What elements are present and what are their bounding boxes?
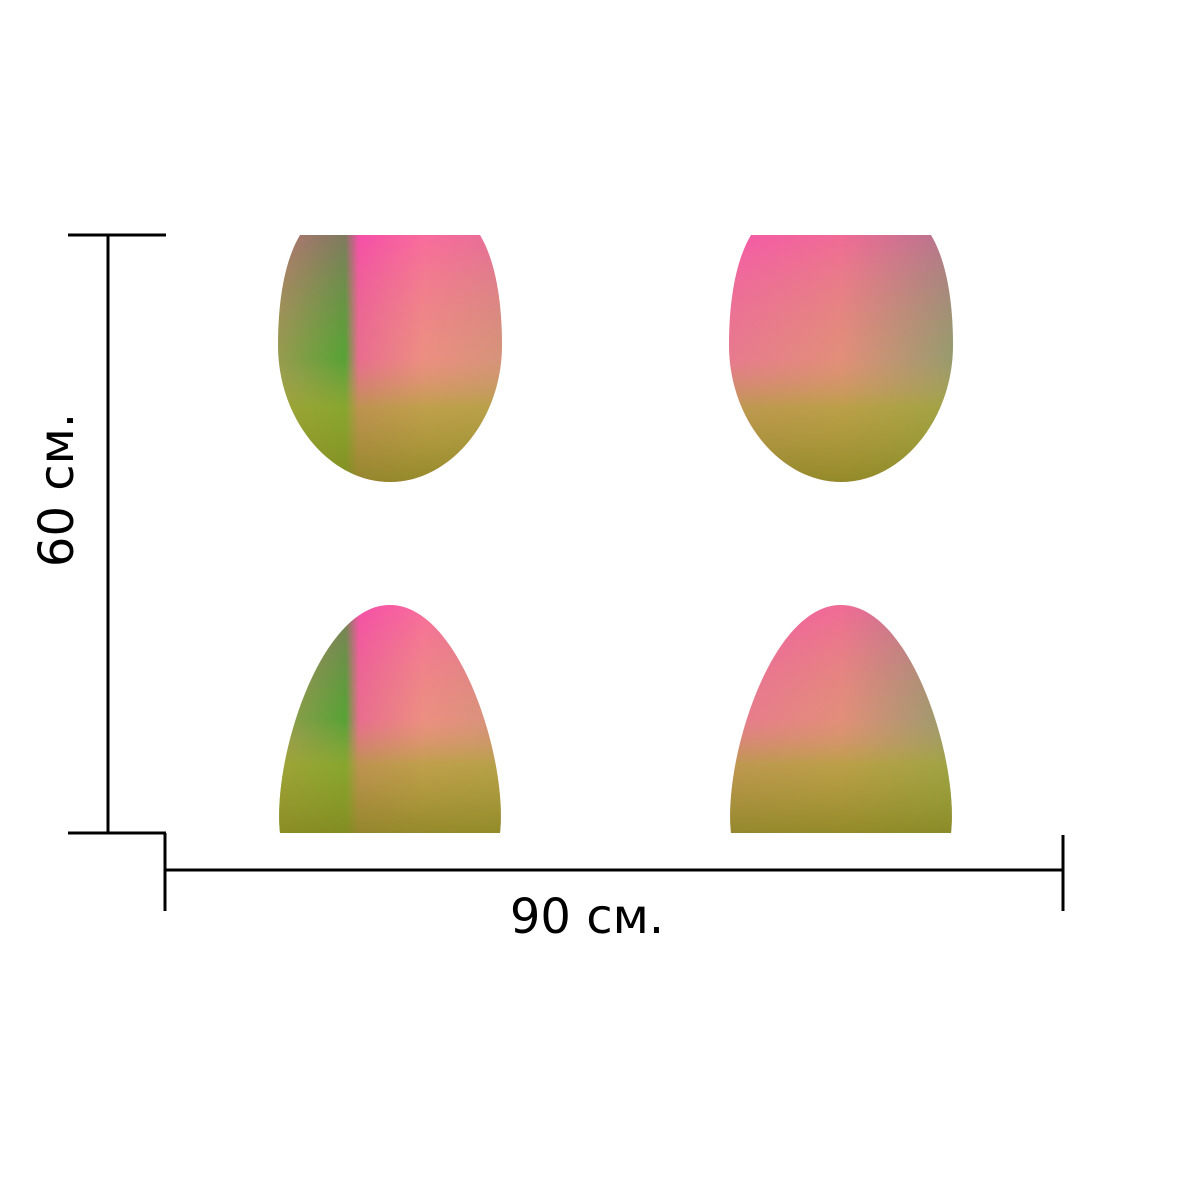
height-label: 60 см.: [29, 413, 85, 567]
egg-top-right: [729, 235, 953, 482]
egg-bottom-right: [730, 605, 952, 833]
width-label: 90 см.: [510, 889, 664, 945]
egg-top-left: [278, 235, 502, 482]
height-dimension: 60 см.: [29, 233, 166, 835]
width-dimension: 90 см.: [163, 833, 1065, 945]
egg-bottom-left: [279, 605, 501, 833]
